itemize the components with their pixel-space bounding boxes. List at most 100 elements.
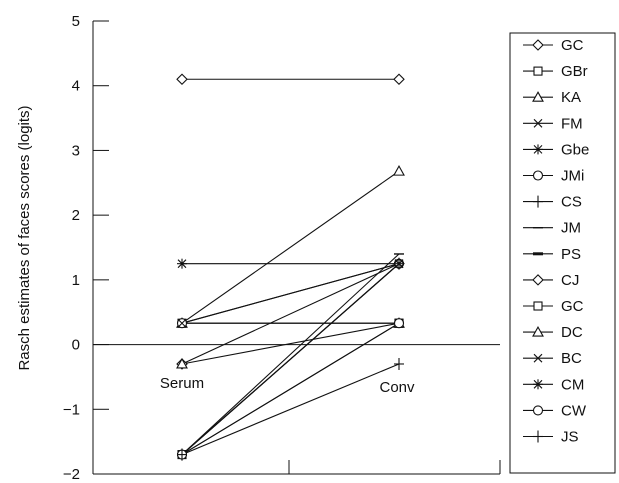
legend-label: PS: [561, 246, 581, 263]
legend-marker: [532, 325, 544, 337]
x-marker-stroke: [533, 118, 543, 128]
series-point-dc-serum: [176, 357, 188, 369]
y-tick-label: 2: [72, 207, 80, 224]
legend-item: JS: [523, 429, 579, 446]
asterisk-marker-stroke: [533, 145, 543, 154]
legend-label: CW: [561, 402, 587, 419]
category-label: Serum: [160, 375, 204, 392]
series-markers: [176, 73, 405, 461]
legend-marker: [533, 144, 543, 155]
legend-marker: [533, 430, 543, 443]
series-point-js-conv: [394, 357, 404, 370]
legend-item: KA: [523, 89, 581, 106]
legend-marker: [532, 91, 544, 102]
legend-marker: [532, 170, 544, 181]
triangle-marker: [532, 325, 544, 337]
series-lines: [181, 78, 400, 456]
legend-box: [509, 32, 616, 474]
y-tick-label: −2: [63, 466, 80, 483]
legend-item: CM: [523, 376, 584, 393]
legend-marker: [532, 274, 544, 286]
square-marker: [533, 301, 543, 311]
legend-label: JMi: [561, 168, 584, 185]
diamond-marker: [176, 73, 188, 86]
y-axis-label: Rasch estimates of faces scores (logits): [16, 105, 33, 370]
legend-marker: [532, 39, 544, 51]
legend-marker: [533, 301, 543, 311]
legend-label: GC: [561, 298, 584, 315]
legend-label: CJ: [561, 272, 579, 289]
series-point-gc-serum: [176, 73, 188, 86]
triangle-marker: [176, 357, 188, 369]
y-tick-label: −1: [63, 401, 80, 418]
legend-marker: [532, 405, 544, 416]
legend-marker: [533, 66, 543, 76]
legend-label: Gbe: [561, 141, 589, 158]
square-marker: [533, 66, 543, 76]
x-marker-stroke: [533, 353, 543, 363]
series-point-js-serum: [177, 448, 187, 461]
legend: GC GBr KA FM Gbe JMi CS JM PS CJ GC DC BC CM CW JS: [509, 32, 616, 474]
series-line-cm-13: [181, 263, 400, 455]
legend-marker: [533, 353, 543, 363]
triangle-marker: [532, 91, 544, 102]
series-line-jm-7: [181, 253, 400, 455]
series-line-dc-11: [181, 322, 400, 365]
y-tick-label: 5: [72, 13, 80, 30]
legend-label: DC: [561, 324, 583, 341]
legend-label: GC: [561, 37, 584, 54]
x-marker-stroke: [177, 318, 187, 328]
legend-item: DC: [523, 324, 583, 341]
y-tick-label: 1: [72, 272, 80, 289]
axes: 5 4 3 2 1 0 −1 −2 Serum Conv: [63, 13, 501, 483]
series-line-cw-14: [181, 322, 400, 456]
legend-label: CM: [561, 376, 584, 393]
legend-marker: [533, 379, 543, 390]
legend-item: CS: [523, 194, 582, 211]
series-point-gc-conv: [393, 73, 405, 86]
asterisk-marker-stroke: [177, 259, 187, 269]
legend-item: FM: [523, 115, 583, 132]
category-label: Conv: [379, 379, 415, 396]
triangle-marker: [393, 165, 405, 176]
legend-item: CW: [523, 402, 587, 419]
diamond-marker: [393, 73, 405, 86]
asterisk-marker-stroke: [533, 379, 543, 389]
y-tick-label: 4: [72, 78, 80, 95]
legend-label: CS: [561, 194, 582, 211]
series-point-ka-conv: [393, 165, 405, 176]
legend-label: BC: [561, 350, 582, 367]
circle-marker: [393, 318, 405, 329]
legend-label: JS: [561, 429, 579, 446]
diamond-marker: [532, 39, 544, 51]
legend-item: Gbe: [523, 141, 589, 158]
legend-item: CJ: [523, 272, 579, 289]
asterisk-marker-stroke: [394, 259, 404, 269]
y-tick-label: 0: [72, 337, 80, 354]
legend-label: KA: [561, 89, 581, 106]
legend-item: GBr: [523, 63, 588, 80]
legend-label: FM: [561, 115, 583, 132]
legend-item: GC: [523, 298, 584, 315]
y-tick-label: 3: [72, 142, 80, 159]
series-point-cw-conv: [393, 318, 405, 329]
legend-item: JMi: [523, 168, 584, 185]
legend-marker: [533, 118, 543, 128]
series-line-bc-12: [181, 263, 400, 324]
series-line-js-15: [181, 363, 400, 456]
legend-label: GBr: [561, 63, 588, 80]
series-line-ka-2: [181, 170, 400, 324]
legend-item: BC: [523, 350, 582, 367]
series-point-gbe-serum: [177, 258, 187, 269]
legend-item: PS: [523, 246, 581, 263]
legend-label: JM: [561, 220, 581, 237]
series-point-bc-serum: [177, 318, 187, 328]
circle-marker: [532, 170, 544, 181]
legend-marker: [533, 195, 543, 208]
series-point-cm-conv: [394, 258, 404, 269]
legend-item: GC: [523, 37, 584, 54]
diamond-marker: [532, 274, 544, 286]
circle-marker: [532, 405, 544, 416]
series-line-cj-9: [181, 263, 400, 365]
